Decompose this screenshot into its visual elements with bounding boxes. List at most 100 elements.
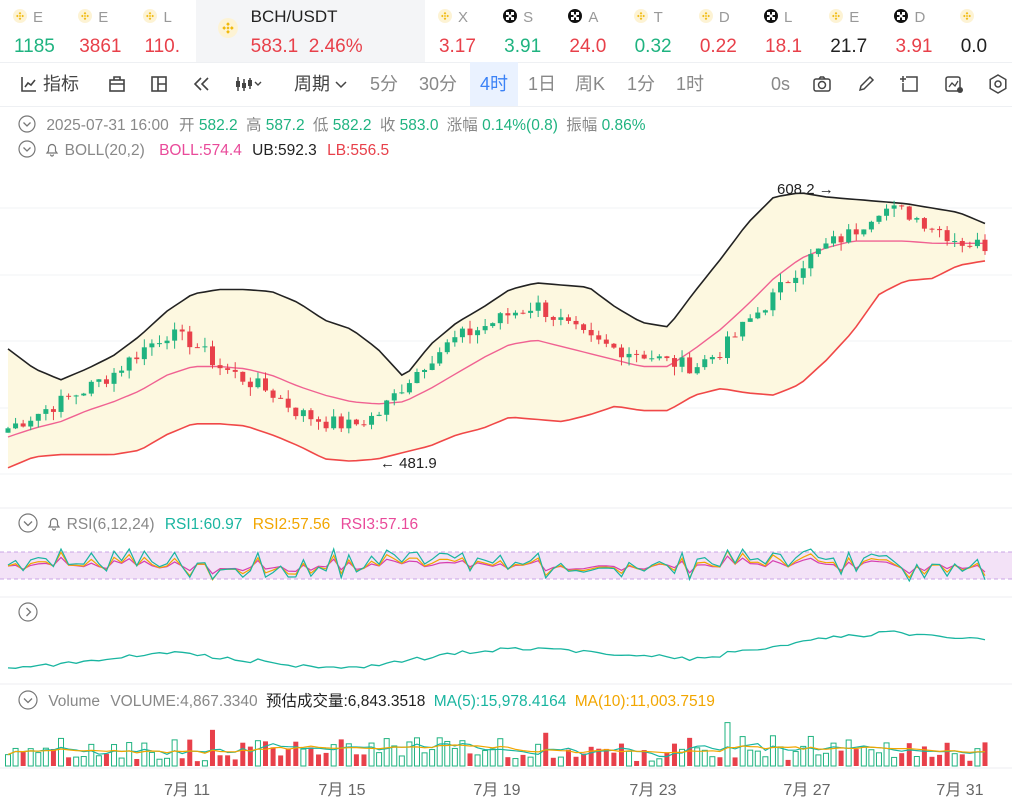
candle [156,343,162,345]
volume-bar [95,755,102,767]
ticker-tickers1[interactable]: E 3861 [65,0,130,62]
draw-button[interactable] [857,62,875,106]
rsi2-value: RSI2:57.56 [252,516,331,533]
low-marker: ← 481.9 [380,455,437,472]
bell-icon[interactable] [44,141,60,157]
period-30m[interactable]: 30分 [419,74,458,94]
chevron-down-circle-icon[interactable] [18,115,36,133]
candle [929,228,935,230]
candle [444,342,450,353]
period-5m[interactable]: 5分 [370,74,399,94]
period-dropdown[interactable]: 周期 [294,62,347,106]
volume-bar [694,747,701,767]
volume-bar [899,753,905,766]
chevron-down-circle-icon[interactable] [18,140,36,158]
volume-bar [338,739,344,766]
ticker-tickers20[interactable]: X 3.17 [425,0,490,62]
volume-bar [497,738,504,767]
ticker-tickers22[interactable]: A 24.0 [555,0,620,62]
candle [66,395,72,397]
x-tick-label: 7月 31 [936,782,983,799]
volume-bar [111,744,118,767]
ticker-active[interactable]: BCH/USDT 583.1 2.46% [195,0,425,62]
candle [944,230,950,242]
change-label: 涨幅 [446,117,478,134]
draw-tools-button[interactable] [108,62,126,106]
volume-bar [209,729,215,766]
candle [263,378,269,391]
period-1w[interactable]: 周K [575,74,606,94]
chevron-down-circle-icon[interactable] [18,690,38,710]
collapse-button[interactable] [192,62,212,106]
bell-icon[interactable] [46,515,62,531]
chevron-right-circle-icon[interactable] [18,602,38,622]
indicator-icon [21,77,36,92]
ticker-tickers28[interactable]: 0.0 [947,0,1012,62]
ticker-price: 3.91 [895,36,933,57]
volume-bar [73,756,80,767]
candle [921,218,927,229]
volume-bar [588,746,594,766]
candle [209,346,215,366]
volume-legend: Volume VOLUME:4,867.3340 预估成交量:6,843.351… [18,689,715,711]
screenshot-button[interactable] [812,62,832,106]
candle [338,416,344,429]
candle [512,312,518,316]
settings-button[interactable] [944,62,964,106]
ticker-tickers0[interactable]: E 1185 [0,0,65,62]
binance-icon [633,9,648,23]
volume-bar [739,736,746,767]
volume-bar [520,754,526,766]
boll-legend: BOLL(20,2) BOLL:574.4 UB:592.3 LB:556.5 [18,140,389,160]
ticker-tickers21[interactable]: S 3.91 [490,0,555,62]
volume-bar [285,748,291,766]
ticker-symbol: L [163,9,172,26]
ticker-tickers27[interactable]: D 3.91 [881,0,946,62]
period-4h[interactable]: 4时 [470,62,518,106]
volume-bar [278,755,284,766]
add-window-button[interactable] [899,62,919,106]
candle [528,310,534,313]
volume-bar [883,742,890,767]
volume-bar [58,737,65,767]
ohlc-info: 2025-07-31 16:00 开 582.2 高 587.2 低 582.2… [18,113,646,135]
gear-button[interactable] [988,62,1008,106]
volume-ma10: MA(10):11,003.7519 [574,693,715,710]
ticker-tickers23[interactable]: T 0.32 [621,0,686,62]
layout-button[interactable] [150,62,168,106]
rsi-legend: RSI(6,12,24) RSI1:60.97 RSI2:57.56 RSI3:… [18,513,418,534]
candle [694,367,700,374]
volume-bar [618,743,624,766]
chart-type-button[interactable] [234,62,262,106]
ticker-symbol: E [849,9,860,26]
ticker-price: 0.32 [634,36,672,57]
period-1d[interactable]: 1日 [528,74,557,94]
ticker-tickers24[interactable]: D 0.22 [686,0,751,62]
candle [20,423,26,427]
period-1m[interactable]: 1分 [627,74,656,94]
low-label: 低 [312,117,329,134]
volume-bar [330,744,337,767]
candle [323,421,329,429]
candle [891,205,897,209]
ticker-symbol: D [718,9,730,26]
candle [240,371,246,382]
volume-bar [126,742,133,767]
ticker-tickers2[interactable]: L 110. [130,0,195,62]
volume-bar [5,754,11,767]
candle [565,317,571,321]
ticker-tickers26[interactable]: E 21.7 [816,0,881,62]
rsi1-value: RSI1:60.97 [164,516,243,533]
ticker-tickers25[interactable]: L 18.1 [751,0,816,62]
candle [300,410,306,417]
candle [475,330,481,336]
volume-bar [853,749,859,766]
volume-bar [512,758,519,767]
collapsed-indicator[interactable] [18,602,38,627]
volume-bar [656,758,663,767]
close-value: 583.0 [399,117,439,134]
ticker-price: 24.0 [569,36,607,57]
chevron-down-circle-icon[interactable] [18,513,38,533]
period-1h[interactable]: 1时 [676,74,705,94]
indicator-button[interactable]: 指标 [20,62,79,106]
